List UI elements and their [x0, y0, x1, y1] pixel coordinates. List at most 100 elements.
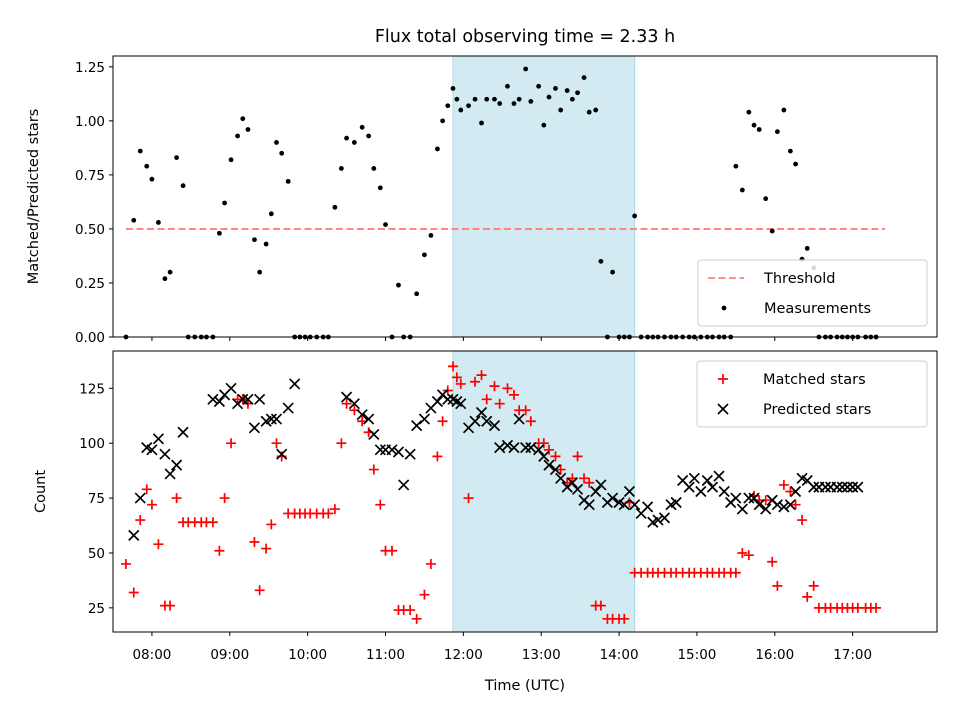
matched-star-point [767, 556, 778, 567]
predicted-star-point [481, 415, 493, 427]
matched-star-point [368, 464, 379, 475]
measurement-point [396, 282, 401, 288]
predicted-star-point [543, 459, 555, 471]
predicted-star-point [784, 499, 796, 511]
matched-star-point [520, 405, 531, 416]
y-tick-label: 0.50 [75, 222, 105, 238]
plot-frame [112, 55, 938, 338]
measurement-point [454, 96, 460, 102]
matched-star-point [266, 519, 277, 530]
measurement-point [228, 157, 234, 163]
predicted-star-point [778, 501, 790, 513]
measurement-point [274, 140, 279, 145]
predicted-star-point [128, 529, 140, 542]
measurement-point [523, 66, 529, 72]
measurement-point [131, 217, 137, 223]
matched-star-point [219, 493, 230, 504]
y-tick-label: 1.25 [75, 60, 105, 76]
predicted-star-point [404, 448, 416, 460]
predicted-star-point [146, 444, 158, 456]
predicted-star-point [730, 492, 742, 504]
predicted-star-point [852, 481, 864, 493]
matched-star-point [336, 438, 347, 449]
predicted-star-point [606, 492, 619, 504]
highlight-span [452, 351, 635, 632]
measurement-point [610, 269, 615, 275]
matched-star-point [120, 558, 131, 569]
matched-star-point [341, 398, 352, 409]
matched-star-point [447, 361, 458, 372]
measurement-point [162, 276, 168, 282]
measurement-point [180, 183, 186, 189]
predicted-star-point [748, 492, 760, 504]
matched-star-point [165, 600, 176, 611]
legend-label: Measurements [764, 301, 871, 317]
predicted-star-point [590, 485, 602, 498]
matched-star-point [432, 451, 443, 462]
legend-predicted-swatch [717, 403, 729, 415]
matched-star-point [760, 495, 771, 506]
matched-star-point [579, 473, 590, 484]
measurement-point [174, 155, 179, 160]
x-tick-label: 14:00 [600, 647, 639, 663]
measurement-point [428, 233, 434, 238]
matched-star-point [538, 438, 549, 449]
predicted-star-point [538, 450, 550, 462]
legend-matched-swatch [718, 374, 728, 384]
y-axis-label: Count [33, 470, 49, 513]
matched-star-point [772, 580, 783, 591]
predicted-star-point [847, 481, 859, 493]
measurement-point [774, 129, 780, 135]
legend-label: Predicted stars [763, 402, 871, 418]
y-tick-label: 0.00 [75, 330, 105, 346]
predicted-star-point [418, 413, 431, 425]
matched-star-point [785, 486, 796, 497]
measurement-point [422, 252, 427, 258]
predicted-star-point [595, 479, 607, 491]
predicted-star-point [513, 413, 525, 425]
measurement-point [167, 269, 173, 275]
measurement-point [569, 96, 575, 102]
y-tick-label: 50 [88, 546, 105, 562]
predicted-star-point [398, 479, 410, 491]
matched-star-point [254, 585, 265, 596]
matched-star-point [323, 508, 334, 519]
measurement-point [769, 228, 775, 234]
predicted-star-point [789, 485, 802, 498]
measurement-point [222, 200, 227, 206]
measurement-point [751, 122, 757, 128]
measurement-point [598, 258, 604, 264]
predicted-star-point [248, 422, 261, 434]
measurement-point [414, 291, 420, 297]
measurement-point [156, 220, 161, 225]
predicted-star-point [629, 499, 641, 511]
matched-star-point [470, 376, 481, 387]
y-axis-label: Matched/Predicted stars [26, 109, 42, 285]
matched-star-point [743, 550, 754, 561]
legend-label: Threshold [763, 271, 835, 287]
predicted-star-point [374, 444, 386, 456]
measurement-point [137, 148, 143, 154]
measurement-point [371, 166, 377, 171]
measurement-point [344, 135, 349, 141]
measurement-point [553, 86, 558, 91]
matched-star-point [226, 438, 237, 449]
measurement-point [756, 127, 762, 132]
predicted-star-point [386, 444, 398, 456]
matched-star-point [489, 381, 500, 392]
matched-star-point [778, 479, 789, 490]
measurement-point [575, 90, 580, 96]
matched-star-point [249, 536, 260, 547]
plot-frame [112, 350, 938, 633]
predicted-star-point [213, 395, 226, 408]
measurement-point [338, 166, 344, 171]
measurement-point [528, 98, 534, 104]
predicted-star-point [831, 481, 843, 493]
measurement-point [546, 94, 552, 100]
bottom-panel: 25 50 75 100 125 08:00 09:00 10:00 11:00 12:00 13:… [33, 350, 938, 694]
measurement-point [450, 86, 456, 91]
predicted-star-point [368, 428, 380, 441]
measurement-point [149, 176, 155, 182]
predicted-star-point [242, 393, 254, 405]
matched-star-point [737, 547, 748, 558]
